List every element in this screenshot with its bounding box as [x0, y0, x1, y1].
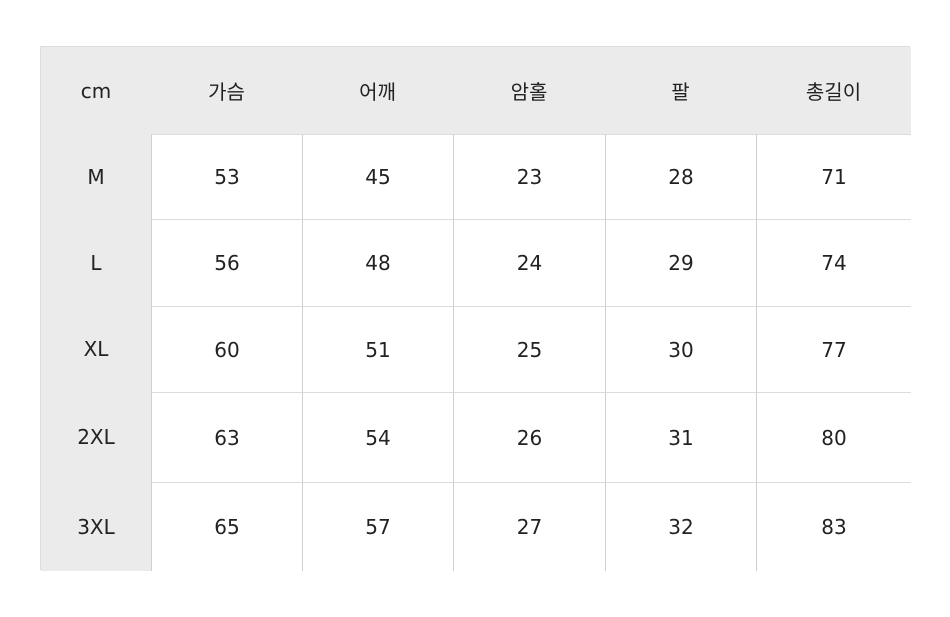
header-cell: 팔	[605, 47, 756, 134]
measure-cell: 65	[151, 482, 302, 571]
measure-cell: 27	[453, 482, 605, 571]
size-label: L	[41, 219, 151, 306]
measure-cell: 77	[756, 306, 911, 392]
size-label: 3XL	[41, 482, 151, 571]
header-cell: 암홀	[453, 47, 605, 134]
size-label: XL	[41, 306, 151, 392]
measure-cell: 48	[302, 219, 453, 306]
header-cell: 어깨	[302, 47, 453, 134]
measure-cell: 23	[453, 134, 605, 219]
measure-cell: 31	[605, 392, 756, 482]
measure-cell: 63	[151, 392, 302, 482]
measure-cell: 28	[605, 134, 756, 219]
measure-cell: 25	[453, 306, 605, 392]
measure-cell: 57	[302, 482, 453, 571]
measure-cell: 54	[302, 392, 453, 482]
measure-cell: 60	[151, 306, 302, 392]
header-cell: 총길이	[756, 47, 911, 134]
measure-cell: 29	[605, 219, 756, 306]
measure-cell: 32	[605, 482, 756, 571]
header-bg: 가슴	[151, 47, 302, 134]
size-label: 2XL	[41, 392, 151, 482]
measure-cell: 74	[756, 219, 911, 306]
measure-cell: 45	[302, 134, 453, 219]
measure-cell: 80	[756, 392, 911, 482]
size-label: M	[41, 134, 151, 219]
measure-cell: 53	[151, 134, 302, 219]
measure-cell: 24	[453, 219, 605, 306]
measure-cell: 51	[302, 306, 453, 392]
measure-cell: 30	[605, 306, 756, 392]
measure-cell: 26	[453, 392, 605, 482]
header-cell: cm	[41, 47, 151, 134]
measure-cell: 83	[756, 482, 911, 571]
size-table: cm 가슴 어깨 암홀 팔 총길이 M 53 45 23 28 71 L 56 48 24 29 74 XL 60 51…	[40, 46, 911, 571]
measure-cell: 71	[756, 134, 911, 219]
measure-cell: 56	[151, 219, 302, 306]
